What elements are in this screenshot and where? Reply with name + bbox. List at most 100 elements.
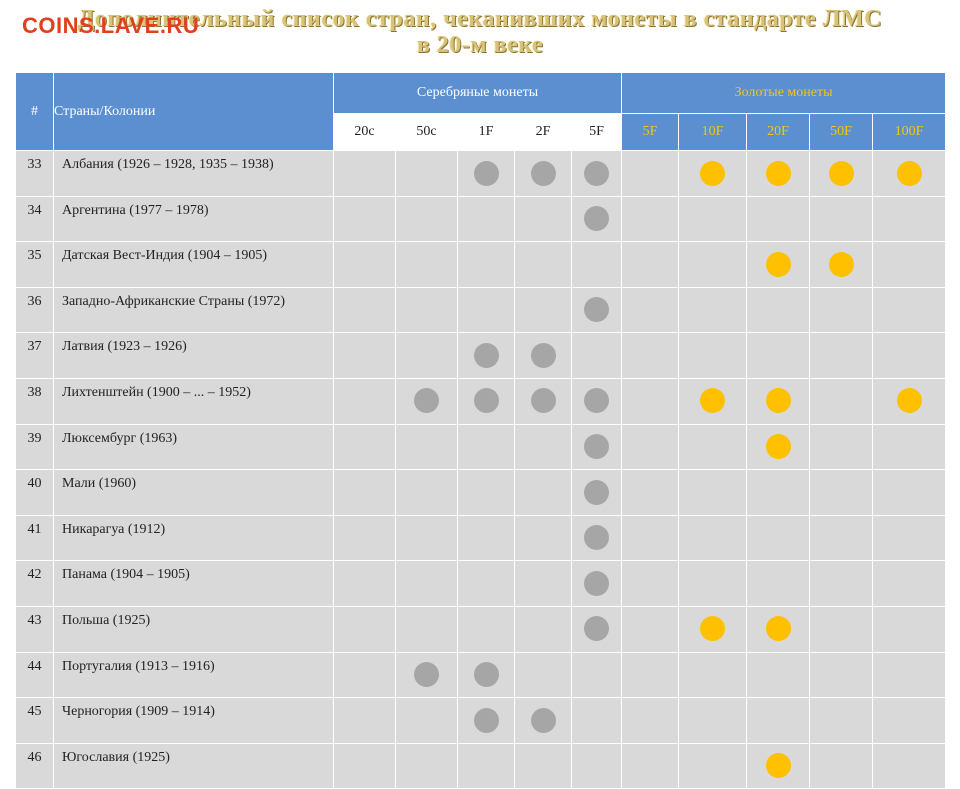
- silver-coin-marker: [584, 616, 609, 642]
- silver-coin-cell: [333, 697, 396, 744]
- gold-coin-cell: [872, 241, 947, 288]
- gold-coin-cell: [809, 332, 874, 379]
- table-row: 37 Латвия (1923 – 1926): [15, 332, 947, 379]
- silver-denom-header: 2F: [514, 113, 572, 151]
- gold-coin-cell: [746, 150, 811, 197]
- gold-coin-cell: [678, 560, 748, 607]
- silver-coin-cell: [457, 605, 515, 653]
- silver-coin-cell: [395, 469, 458, 516]
- gold-coin-cell: [809, 697, 874, 744]
- row-number: 41: [15, 514, 54, 562]
- gold-coin-cell: [809, 469, 874, 516]
- title-line-2: в 20-м веке: [416, 32, 544, 58]
- gold-denom-header: 10F: [678, 113, 748, 151]
- gold-coin-cell: [809, 514, 874, 562]
- silver-coin-cell: [457, 286, 515, 334]
- row-number: 36: [15, 286, 54, 334]
- country-name: Югославия (1925): [53, 742, 334, 789]
- silver-coin-cell: [395, 697, 458, 744]
- silver-coin-cell: [570, 377, 623, 425]
- gold-coin-cell: [678, 332, 748, 379]
- gold-denom-header: 5F: [621, 113, 680, 151]
- gold-coin-marker: [700, 160, 726, 186]
- silver-coin-cell: [457, 332, 515, 379]
- silver-coin-marker: [584, 297, 609, 323]
- silver-coin-cell: [570, 423, 623, 471]
- page-title: Дополнительный список стран, чеканивших …: [0, 0, 960, 70]
- country-name: Панама (1904 – 1905): [53, 560, 334, 607]
- coins-table: # Страны/Колонии Серебряные монеты Золот…: [15, 72, 947, 789]
- silver-coin-marker: [584, 570, 609, 596]
- gold-coin-marker: [700, 388, 726, 414]
- table-row: 44 Португалия (1913 – 1916): [15, 651, 947, 699]
- silver-coin-cell: [570, 514, 623, 562]
- gold-coin-cell: [621, 332, 680, 379]
- gold-coin-cell: [872, 651, 947, 699]
- silver-coin-cell: [570, 605, 623, 653]
- country-name: Португалия (1913 – 1916): [53, 651, 334, 699]
- silver-coin-cell: [514, 697, 572, 744]
- gold-coin-cell: [746, 514, 811, 562]
- silver-coin-marker: [584, 479, 609, 505]
- silver-coin-cell: [570, 195, 623, 243]
- gold-coin-cell: [678, 423, 748, 471]
- gold-denom-header: 50F: [809, 113, 874, 151]
- gold-coin-cell: [872, 195, 947, 243]
- row-number: 37: [15, 332, 54, 379]
- silver-coin-marker: [473, 160, 499, 186]
- gold-coin-cell: [621, 241, 680, 288]
- row-number: 38: [15, 377, 54, 425]
- country-name: Никарагуа (1912): [53, 514, 334, 562]
- table-row: 34 Аргентина (1977 – 1978): [15, 195, 947, 243]
- gold-coin-cell: [746, 742, 811, 789]
- silver-coin-cell: [457, 241, 515, 288]
- silver-coin-cell: [457, 697, 515, 744]
- silver-coin-cell: [333, 332, 396, 379]
- gold-coin-cell: [809, 651, 874, 699]
- watermark: COINS.LAVE.RU: [22, 13, 200, 38]
- silver-coin-cell: [395, 423, 458, 471]
- gold-coin-cell: [872, 742, 947, 789]
- silver-coin-cell: [457, 377, 515, 425]
- country-name: Мали (1960): [53, 469, 334, 516]
- gold-coin-cell: [809, 377, 874, 425]
- silver-coin-cell: [514, 241, 572, 288]
- silver-coin-cell: [333, 195, 396, 243]
- silver-coin-cell: [333, 742, 396, 789]
- silver-coin-cell: [570, 150, 623, 197]
- silver-coin-cell: [395, 514, 458, 562]
- gold-coin-cell: [621, 423, 680, 471]
- silver-coin-cell: [514, 423, 572, 471]
- silver-coin-cell: [570, 332, 623, 379]
- table-row: 35 Датская Вест-Индия (1904 – 1905): [15, 241, 947, 288]
- gold-coin-cell: [621, 469, 680, 516]
- gold-coin-cell: [809, 286, 874, 334]
- table-row: 40 Мали (1960): [15, 469, 947, 516]
- silver-coin-marker: [530, 342, 556, 368]
- silver-coin-cell: [457, 514, 515, 562]
- gold-coin-cell: [809, 742, 874, 789]
- silver-coin-cell: [333, 377, 396, 425]
- silver-coin-cell: [395, 605, 458, 653]
- country-name: Датская Вест-Индия (1904 – 1905): [53, 241, 334, 288]
- silver-coin-cell: [395, 742, 458, 789]
- silver-group-header: Серебряные монеты: [332, 72, 623, 114]
- silver-coin-cell: [457, 195, 515, 243]
- country-name: Люксембург (1963): [53, 423, 334, 471]
- gold-coin-marker: [765, 251, 791, 277]
- silver-denom-header: 1F: [457, 113, 515, 151]
- gold-coin-cell: [746, 377, 811, 425]
- gold-coin-marker: [828, 251, 854, 277]
- silver-coin-marker: [584, 388, 609, 414]
- gold-coin-cell: [678, 469, 748, 516]
- silver-coin-cell: [333, 286, 396, 334]
- row-number: 34: [15, 195, 54, 243]
- table-row: 36 Западно-Африканские Страны (1972): [15, 286, 947, 334]
- gold-coin-cell: [872, 560, 947, 607]
- gold-coin-marker: [765, 388, 791, 414]
- silver-coin-cell: [514, 514, 572, 562]
- table-row: 42 Панама (1904 – 1905): [15, 560, 947, 607]
- gold-coin-cell: [872, 423, 947, 471]
- silver-coin-cell: [333, 514, 396, 562]
- gold-coin-cell: [621, 560, 680, 607]
